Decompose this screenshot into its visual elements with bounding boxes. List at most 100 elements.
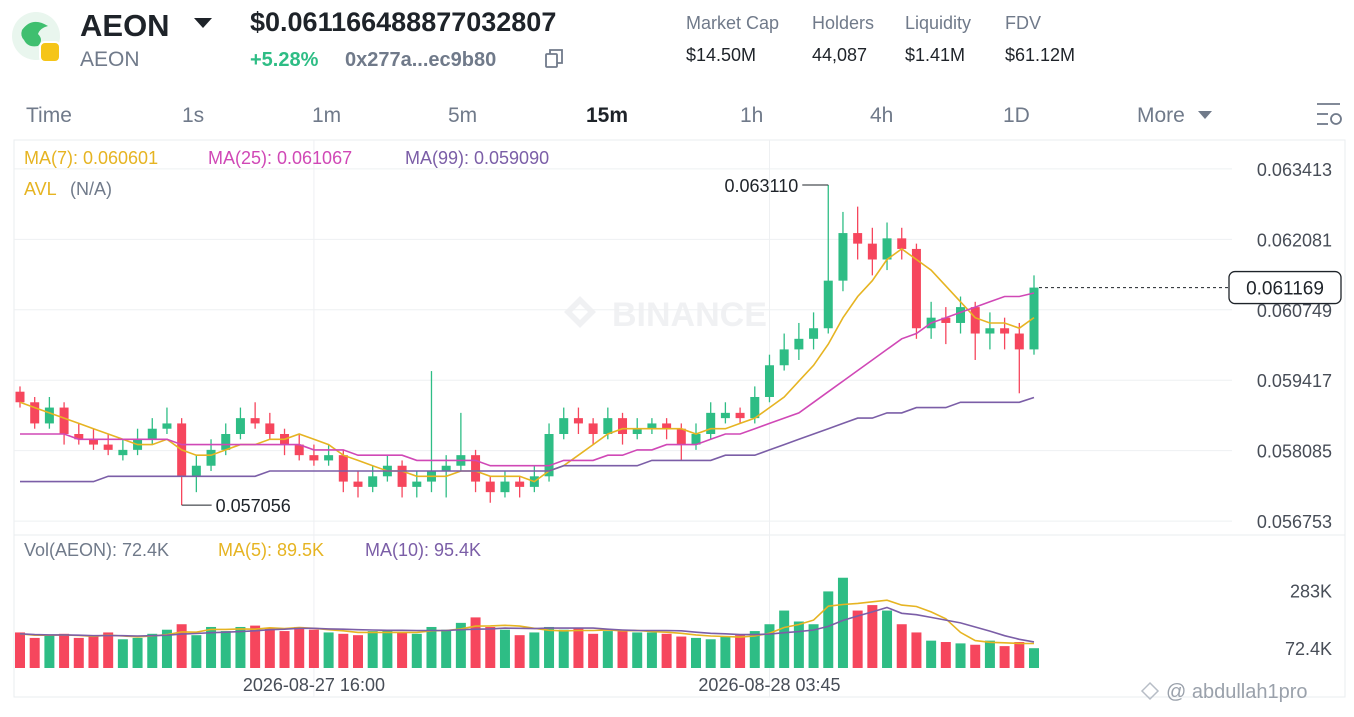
last-price-box	[1228, 270, 1342, 305]
timeframe-tab[interactable]: 4h	[870, 104, 893, 127]
volume-bar	[940, 642, 951, 668]
candle-body	[809, 328, 819, 339]
volume-bar	[176, 624, 187, 668]
candle-body	[573, 418, 583, 424]
candle-body	[44, 407, 54, 424]
volume-bar	[161, 629, 172, 668]
volume-bar	[823, 591, 834, 668]
more-dropdown[interactable]	[1198, 111, 1212, 119]
volume-bar	[646, 632, 657, 668]
volume-bar	[661, 633, 672, 668]
ma-legend: MA(99): 0.059090	[405, 148, 549, 168]
price-change: +5.28%	[250, 49, 319, 71]
candle-body	[985, 328, 995, 334]
volume-bar	[308, 629, 319, 668]
volume-bar	[588, 633, 599, 668]
chart-settings-icon[interactable]	[1317, 103, 1342, 125]
volume-bar	[676, 636, 687, 668]
volume-bar	[15, 632, 25, 668]
timeframe-tab[interactable]: Time	[26, 104, 72, 127]
volume-bar	[191, 635, 202, 668]
volume-bar	[602, 631, 613, 668]
candle-body	[397, 465, 407, 487]
volume-bar	[764, 624, 775, 668]
candle-body	[338, 455, 348, 482]
user-watermark-text: @ abdullah1pro	[1166, 681, 1308, 703]
timeframe-tab[interactable]: 1D	[1003, 104, 1030, 127]
candle-body	[764, 365, 774, 397]
copy-icon[interactable]	[545, 49, 563, 68]
volume-legend: Vol(AEON): 72.4K	[24, 540, 169, 560]
symbol-dropdown[interactable]	[194, 18, 212, 28]
candle-body	[823, 280, 833, 329]
volume-bar	[59, 633, 70, 668]
volume-bar	[837, 577, 848, 668]
volume-ma-line	[19, 599, 1035, 645]
volume-bar	[529, 632, 540, 668]
candle-body	[324, 455, 334, 461]
candle-body	[794, 338, 804, 350]
candle-body	[720, 412, 730, 419]
volume-bar	[323, 632, 334, 668]
candle-body	[735, 412, 745, 419]
volume-bar	[264, 628, 275, 668]
timeframe-tab[interactable]: 1h	[740, 104, 763, 127]
volume-bar	[44, 635, 55, 668]
candle-body	[544, 434, 554, 477]
candle-body	[970, 307, 980, 334]
candle-body	[485, 481, 495, 493]
candle-body	[59, 407, 69, 435]
timeframe-tab[interactable]: 1m	[312, 104, 341, 127]
price-ma-line	[20, 292, 1035, 467]
candle-body	[147, 428, 157, 440]
candle-body	[662, 423, 672, 429]
last-price-label: 0.061169	[1246, 279, 1324, 300]
y-tick-label: 0.060749	[1257, 301, 1332, 321]
volume-bar	[117, 639, 128, 668]
candle-body	[250, 418, 260, 424]
candle-body	[309, 455, 319, 461]
candle-body	[471, 455, 481, 482]
timeframe-tab[interactable]: More	[1137, 104, 1185, 127]
volume-bar	[1014, 642, 1025, 668]
volume-bar	[220, 631, 231, 668]
timeframe-tab[interactable]: 1s	[182, 104, 204, 127]
volume-bar	[882, 610, 893, 668]
y-tick-label: 0.058085	[1257, 442, 1332, 462]
volume-bar	[397, 632, 408, 668]
volume-ma-line	[19, 606, 1035, 643]
x-tick-label: 2026-08-27 16:00	[243, 675, 385, 695]
candle-body	[632, 428, 642, 435]
candle-body	[779, 349, 789, 366]
x-tick-label: 2026-08-28 03:45	[698, 675, 840, 695]
stat-value: 44,087	[812, 45, 867, 65]
y-tick-label: 0.062081	[1257, 230, 1332, 250]
volume-bar	[617, 631, 628, 668]
price-ma-line	[20, 396, 1035, 483]
volume-bar	[984, 640, 995, 668]
volume-ma-legend: MA(10): 95.4K	[365, 540, 481, 560]
candle-body	[882, 238, 892, 260]
candle-body	[706, 412, 716, 435]
volume-bar	[470, 617, 481, 668]
volume-bar	[896, 624, 907, 668]
volume-bar	[73, 637, 84, 668]
candle-body	[412, 481, 422, 487]
candle-body	[74, 434, 84, 440]
token-logo	[12, 12, 61, 63]
volume-bar	[911, 632, 922, 668]
volume-bar	[235, 626, 246, 668]
timeframe-tab[interactable]: 5m	[448, 104, 477, 127]
volume-bar	[779, 610, 790, 668]
volume-bar	[573, 628, 584, 668]
y-tick-label: 0.059417	[1257, 371, 1332, 391]
candle-body	[103, 444, 113, 450]
candle-body	[235, 418, 245, 435]
contract-address: 0x277a...ec9b80	[345, 49, 496, 71]
candle-body	[691, 434, 701, 445]
timeframe-tab[interactable]: 15m	[586, 104, 628, 127]
token-price: $0.061166488877032807	[250, 7, 556, 37]
candle-body	[265, 423, 275, 435]
candle-body	[618, 418, 628, 435]
